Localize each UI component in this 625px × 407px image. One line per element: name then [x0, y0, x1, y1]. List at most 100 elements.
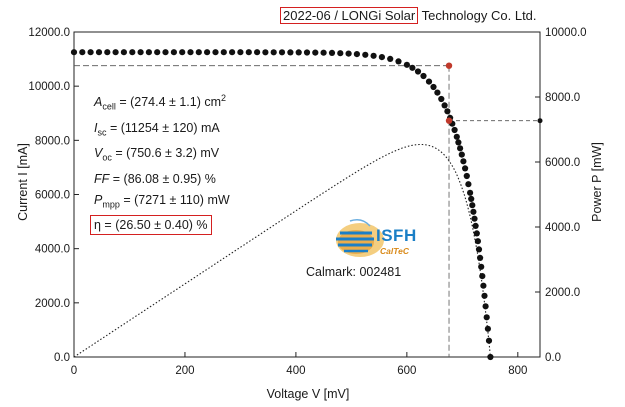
- iv-data-point: [120, 49, 127, 56]
- iv-data-point: [229, 49, 236, 56]
- y-left-tick-label: 0.0: [54, 352, 70, 364]
- y-right-tick-label: 8000.0: [545, 92, 580, 104]
- parameter-row: Acell = (274.4 ± 1.1) cm2: [94, 88, 230, 118]
- iv-data-point: [420, 72, 427, 80]
- iv-data-point: [460, 158, 467, 165]
- logo-subtext: CalTeC: [380, 246, 409, 256]
- iv-data-point: [478, 263, 485, 270]
- logo-text: ISFH: [376, 226, 417, 245]
- iv-data-point: [483, 314, 490, 321]
- parameter-row: Voc = (750.6 ± 3.2) mV: [94, 143, 230, 169]
- iv-data-point: [457, 145, 464, 152]
- parameter-subscript: oc: [102, 152, 112, 163]
- iv-data-point: [484, 325, 491, 332]
- x-tick-label: 800: [508, 365, 527, 377]
- x-tick-label: 400: [286, 365, 305, 377]
- iv-data-point: [481, 292, 488, 299]
- iv-data-point: [262, 49, 269, 56]
- iv-data-point: [87, 49, 94, 56]
- parameter-symbol: FF: [94, 171, 110, 186]
- iv-data-point: [468, 195, 475, 202]
- iv-data-point: [112, 49, 119, 56]
- parameter-symbol: η: [94, 218, 101, 233]
- iv-data-point: [154, 49, 161, 56]
- header-rest: Technology Co. Ltd.: [418, 8, 537, 23]
- iv-curve: [70, 49, 494, 361]
- iv-data-point: [278, 49, 286, 56]
- iv-data-point: [414, 68, 422, 75]
- iv-data-point: [79, 49, 86, 56]
- mpp-power-marker: [445, 117, 453, 124]
- x-tick-label: 200: [175, 365, 194, 377]
- iv-data-point: [479, 273, 486, 280]
- iv-data-point: [471, 215, 478, 222]
- parameter-symbol: V: [94, 146, 103, 161]
- parameter-row: FF = (86.08 ± 0.95) %: [94, 169, 230, 190]
- parameter-value: = (26.50 ± 0.40) %: [100, 218, 208, 233]
- calmark-label: Calmark: 002481: [306, 265, 402, 279]
- iv-data-point: [395, 58, 402, 65]
- iv-data-point: [473, 230, 480, 237]
- y-right-tick-label: 0.0: [545, 352, 561, 364]
- parameter-value: = (7271 ± 110) mW: [119, 192, 230, 207]
- iv-data-point: [362, 51, 369, 58]
- iv-data-point: [463, 172, 470, 180]
- iv-data-point: [434, 89, 441, 96]
- iv-data-point: [179, 49, 186, 56]
- iv-data-point: [287, 49, 294, 56]
- iv-data-point: [474, 238, 481, 245]
- iv-data-point: [145, 49, 152, 56]
- iv-data-point: [465, 181, 472, 188]
- y-right-tick-label: 2000.0: [545, 287, 580, 299]
- chart-ticks: 0 200 400 600 8000.02000.04000.06000.08000.0…: [28, 27, 586, 377]
- iv-data-point: [137, 49, 144, 56]
- iv-data-point: [170, 49, 177, 56]
- iv-data-point: [477, 254, 484, 261]
- y-left-tick-label: 4000.0: [35, 244, 70, 256]
- power-curve: [73, 118, 543, 358]
- iv-data-point: [245, 49, 252, 56]
- parameter-row: η = (26.50 ± 0.40) %: [90, 215, 212, 236]
- y-left-axis-label: Current I [mA]: [16, 143, 30, 221]
- iv-data-point: [345, 50, 352, 57]
- iv-data-point: [337, 50, 344, 57]
- iv-data-point: [425, 78, 433, 85]
- iv-data-point: [444, 108, 451, 115]
- iv-data-point: [487, 353, 494, 361]
- iv-data-point: [485, 337, 493, 344]
- parameter-list: Acell = (274.4 ± 1.1) cm2 Isc = (11254 ± …: [90, 88, 230, 236]
- iv-data-point: [204, 49, 211, 56]
- iv-data-point: [409, 64, 416, 71]
- iv-data-point: [295, 49, 302, 56]
- iv-data-point: [438, 95, 445, 103]
- iv-data-point: [237, 49, 244, 56]
- x-axis-label: Voltage V [mV]: [267, 387, 350, 401]
- parameter-value: = (750.6 ± 3.2) mV: [111, 146, 220, 161]
- parameter-symbol: P: [94, 192, 103, 207]
- y-left-tick-label: 10000.0: [28, 81, 70, 93]
- iv-data-point: [387, 55, 394, 63]
- iv-data-point: [212, 49, 219, 56]
- iv-data-point: [403, 61, 410, 68]
- header-highlight: 2022-06 / LONGi Solar: [280, 7, 419, 24]
- iv-data-point: [453, 133, 460, 140]
- y-left-tick-label: 2000.0: [35, 298, 70, 310]
- parameter-subscript: mpp: [102, 199, 120, 210]
- iv-data-point: [95, 49, 103, 56]
- y-left-tick-label: 8000.0: [35, 135, 70, 147]
- iv-data-point: [451, 126, 458, 134]
- y-left-tick-label: 6000.0: [35, 190, 70, 202]
- iv-data-point: [480, 282, 487, 289]
- iv-data-point: [455, 139, 462, 146]
- iv-data-point: [320, 49, 327, 56]
- chart-header: 2022-06 / LONGi Solar Technology Co. Ltd…: [280, 7, 537, 24]
- power-curve-line: [73, 143, 491, 358]
- iv-data-point: [220, 49, 227, 56]
- iv-data-point: [469, 202, 476, 209]
- mpp-current-marker: [445, 62, 453, 69]
- power-end-marker: [537, 118, 543, 124]
- parameter-subscript: cell: [102, 101, 116, 112]
- iv-data-point: [378, 54, 385, 61]
- iv-data-point: [458, 151, 465, 158]
